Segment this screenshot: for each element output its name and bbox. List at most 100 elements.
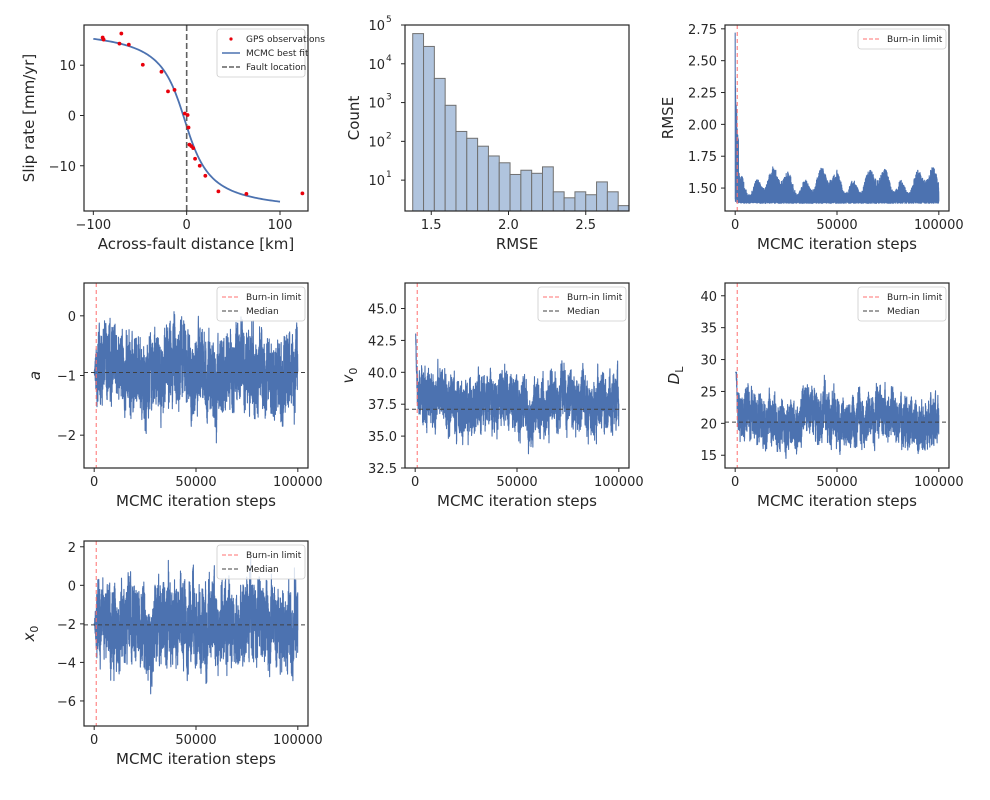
histogram-bar — [509, 173, 522, 212]
histogram-ytick-exponent: 3 — [386, 93, 392, 103]
trace_dl-ytick-label: 40 — [700, 290, 717, 305]
profile-ytick-label: 0 — [68, 109, 76, 124]
trace_v0-legend-label: Median — [567, 307, 600, 317]
trace_x0-xtick-label: 50000 — [175, 733, 216, 748]
trace_dl-xtick-label: 0 — [731, 475, 739, 490]
trace_a-panel: 0 50000 100000 MCMC iteration steps 0 −1 −2 a Bu… — [26, 282, 323, 510]
gps-observation-point — [191, 146, 196, 151]
histogram-bar — [596, 181, 608, 212]
profile-xtick-label: 0 — [183, 218, 191, 233]
gps-observation-point — [244, 192, 249, 196]
histogram-bar — [531, 172, 543, 212]
trace_dl-ytick-label: 20 — [700, 417, 717, 432]
gps-observation-point — [203, 173, 208, 178]
profile-ylabel-main: Slip rate [mm/yr] — [20, 54, 38, 182]
histogram-ytick-exponent: 2 — [386, 131, 392, 141]
trace_v0-panel: 0 50000 100000 MCMC iteration steps 32.5 35.0… — [339, 282, 644, 510]
histogram-ytick-label: 10 — [368, 174, 385, 189]
trace_dl-legend-label: Median — [887, 307, 920, 317]
histogram-bar — [423, 45, 435, 212]
profile-xlabel: Across-fault distance [km] — [98, 235, 294, 253]
histogram-xtick-label: 2.0 — [498, 218, 519, 233]
histogram-bar — [520, 169, 533, 212]
histogram-bar — [444, 104, 457, 212]
trace_dl-ytick-label: 35 — [700, 322, 717, 337]
trace_v0-xtick-label: 50000 — [496, 475, 537, 490]
histogram-bar — [617, 205, 630, 212]
histogram-xtick-label: 2.5 — [575, 218, 596, 233]
histogram-bar — [412, 33, 425, 212]
trace_dl-ylabel-main: D — [665, 373, 683, 385]
trace_v0-xtick-label: 0 — [411, 475, 419, 490]
histogram-bar — [563, 197, 576, 212]
profile-xtick-label: 100 — [268, 218, 293, 233]
trace_v0-xlabel: MCMC iteration steps — [437, 492, 597, 510]
trace_x0-ytick-label: −4 — [57, 656, 76, 671]
trace_rmse-legend-box — [857, 28, 947, 50]
histogram-bar — [466, 137, 479, 212]
histogram-bar — [487, 155, 500, 212]
trace_a-xtick-label: 50000 — [175, 475, 216, 490]
gps-observation-point — [186, 125, 191, 130]
trace_a-xtick-label: 0 — [90, 475, 98, 490]
histogram-xtick-label: 1.5 — [421, 218, 442, 233]
trace_dl-legend-label: Burn-in limit — [887, 293, 943, 303]
trace_x0-ytick-label: 0 — [68, 579, 76, 594]
trace_v0-ylabel: v0 — [339, 368, 360, 384]
trace_a-ytick-label: −2 — [57, 429, 76, 444]
trace_v0-ylabel-main: v — [339, 373, 357, 383]
trace_rmse-xtick-label: 100000 — [914, 218, 964, 233]
trace_v0-mcmc-trace-line — [414, 333, 620, 455]
gps-observation-point — [166, 89, 170, 94]
gps-observation-point — [117, 41, 122, 46]
profile-ytick-label: 10 — [59, 59, 76, 74]
histogram-xlabel: RMSE — [496, 235, 538, 253]
trace_a-legend-label: Burn-in limit — [246, 293, 302, 303]
trace_dl-ytick-label: 15 — [700, 449, 717, 464]
trace_dl-xtick-label: 100000 — [914, 475, 964, 490]
histogram-ylabel: Count — [345, 96, 363, 141]
histogram-bar — [541, 166, 554, 212]
trace_dl-legend-box — [857, 286, 947, 322]
trace_a-legend-box — [216, 286, 306, 322]
trace_dl-ylabel: DL — [665, 366, 686, 385]
profile-legend: GPS observations MCMC best fit Fault locat… — [216, 28, 325, 78]
trace_v0-ytick-label: 45.0 — [368, 303, 397, 318]
histogram-ytick-label: 10 — [368, 97, 385, 112]
trace_x0-panel: 0 50000 100000 MCMC iteration steps 2 0 −2 −4 −6… — [20, 540, 323, 768]
trace_x0-ylabel: x0 — [20, 626, 41, 643]
histogram-bar — [585, 194, 598, 212]
trace_a-mcmc-trace-line — [93, 311, 299, 444]
trace_v0-ytick-label: 35.0 — [368, 430, 397, 445]
gps-observation-point — [197, 163, 202, 168]
trace_rmse-ytick-label: 2.25 — [688, 87, 717, 102]
trace_v0-legend-label: Burn-in limit — [567, 293, 623, 303]
trace_rmse-xtick-label: 0 — [731, 218, 739, 233]
trace_dl-mcmc-trace-line — [734, 371, 940, 459]
trace_a-xlabel: MCMC iteration steps — [116, 492, 276, 510]
trace_x0-ytick-label: 2 — [68, 541, 76, 556]
trace_rmse-ytick-label: 2.75 — [688, 23, 717, 38]
trace_a-legend-label: Median — [246, 307, 279, 317]
trace_x0-legend-label: Median — [246, 565, 279, 575]
profile-legend-label: MCMC best fit — [246, 49, 309, 59]
trace_x0-legend: Burn-in limit Median — [216, 544, 306, 580]
profile-axes-frame — [83, 24, 309, 212]
gps-observation-point — [126, 42, 131, 47]
gps-observation-point — [159, 69, 164, 74]
trace_dl-panel: 0 50000 100000 MCMC iteration steps 15 20 25 30… — [665, 282, 964, 510]
trace_x0-ylabel-subscript: 0 — [28, 626, 41, 633]
trace_v0-legend-box — [537, 286, 627, 322]
profile-legend-label: GPS observations — [246, 35, 325, 45]
histogram-ylabel-main: Count — [345, 96, 363, 141]
trace_x0-ytick-label: −2 — [57, 618, 76, 633]
trace_dl-ylabel-subscript: L — [673, 366, 686, 373]
trace_v0-xtick-label: 100000 — [594, 475, 644, 490]
trace_v0-legend: Burn-in limit Median — [537, 286, 627, 322]
histogram-ytick-exponent: 5 — [386, 15, 392, 25]
trace_rmse-ylabel-main: RMSE — [659, 97, 677, 139]
histogram-ytick-label: 10 — [368, 19, 385, 34]
trace_v0-ylabel-subscript: 0 — [347, 368, 360, 375]
profile-ylabel: Slip rate [mm/yr] — [20, 54, 38, 182]
profile-legend-label: Fault location — [246, 63, 306, 73]
